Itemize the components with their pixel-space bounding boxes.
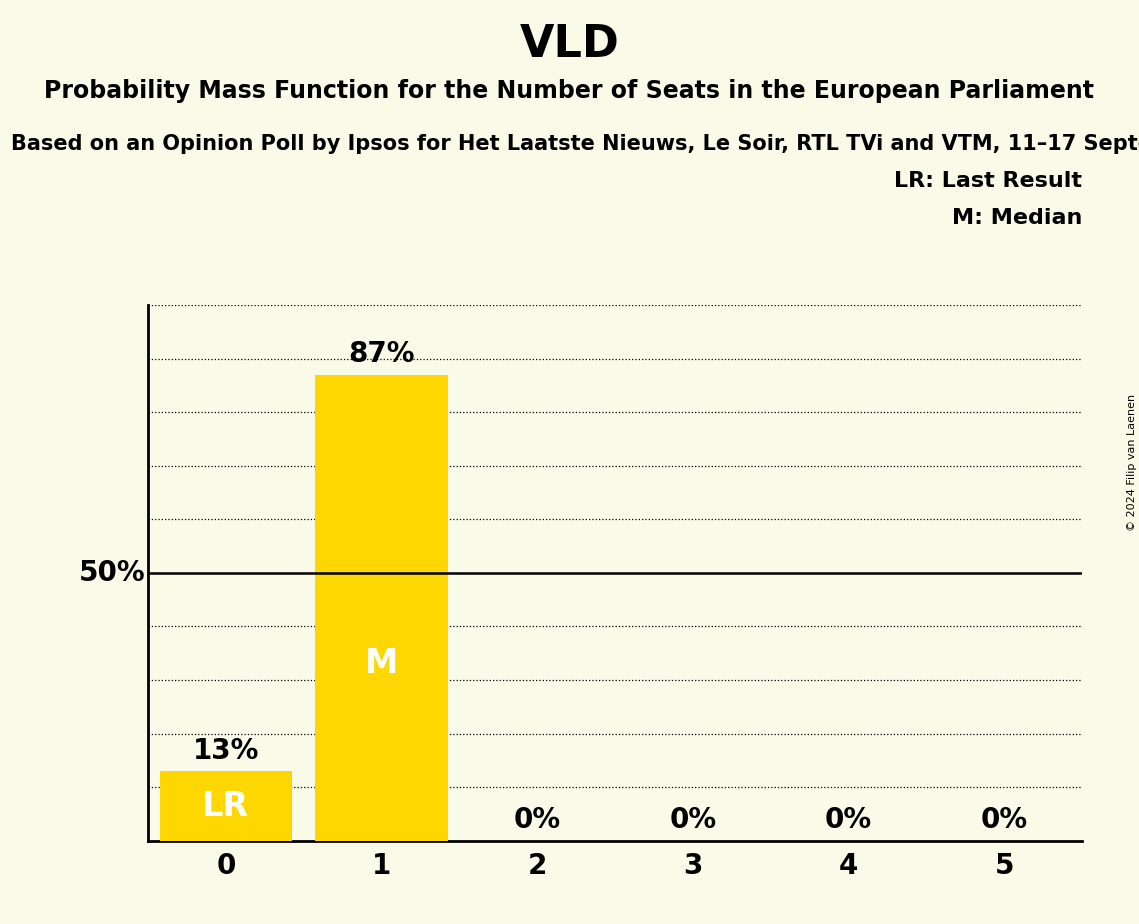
Text: 87%: 87% — [349, 340, 415, 368]
Text: 0%: 0% — [825, 807, 872, 834]
Text: M: M — [364, 647, 399, 680]
Text: M: Median: M: Median — [952, 208, 1082, 228]
Text: LR: Last Result: LR: Last Result — [894, 171, 1082, 191]
Text: 0%: 0% — [981, 807, 1027, 834]
Text: Probability Mass Function for the Number of Seats in the European Parliament: Probability Mass Function for the Number… — [44, 79, 1095, 103]
Text: 50%: 50% — [79, 559, 145, 587]
Text: 0%: 0% — [670, 807, 716, 834]
Text: 13%: 13% — [192, 736, 259, 765]
Text: Based on an Opinion Poll by Ipsos for Het Laatste Nieuws, Le Soir, RTL TVi and V: Based on an Opinion Poll by Ipsos for He… — [11, 134, 1139, 154]
Bar — [159, 772, 292, 841]
Bar — [316, 374, 448, 841]
Text: © 2024 Filip van Laenen: © 2024 Filip van Laenen — [1126, 394, 1137, 530]
Text: VLD: VLD — [519, 23, 620, 67]
Text: 0%: 0% — [514, 807, 560, 834]
Text: LR: LR — [203, 789, 249, 822]
